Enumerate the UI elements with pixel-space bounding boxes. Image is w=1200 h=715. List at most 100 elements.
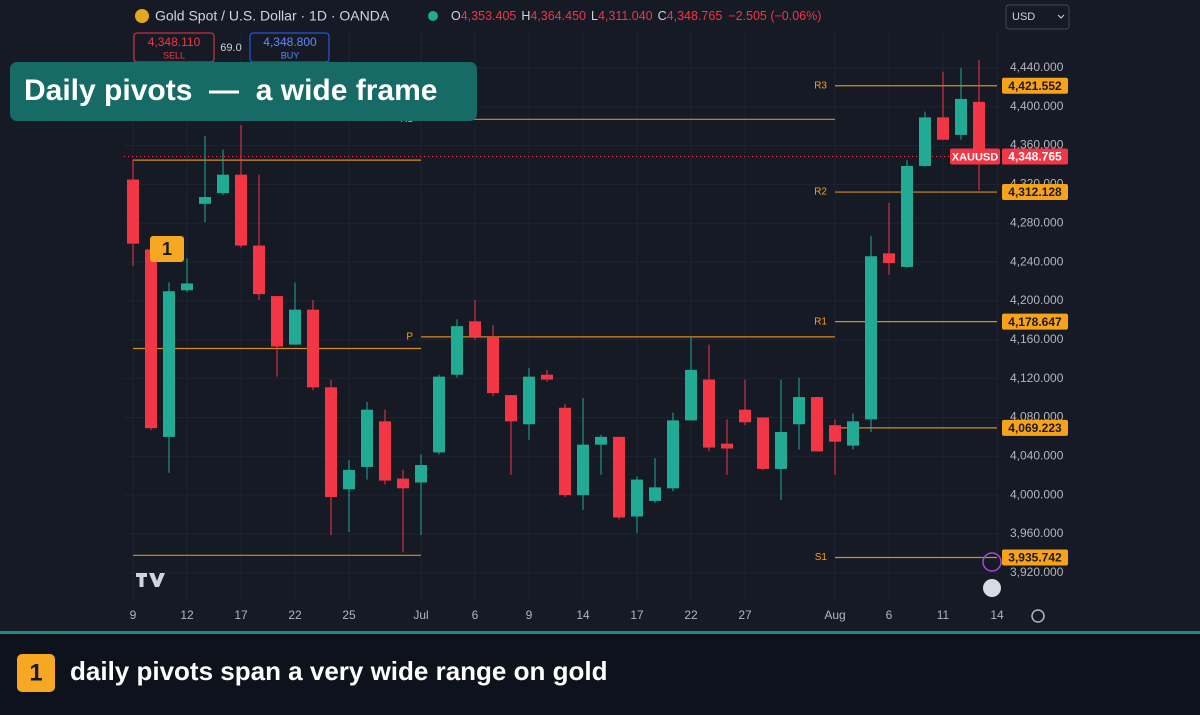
price-tag-label: 4,069.223 xyxy=(1008,421,1062,435)
candle-body xyxy=(505,395,517,422)
y-tick-label: 3,960.000 xyxy=(1010,526,1064,540)
caption-rule xyxy=(0,631,1200,634)
candle-body xyxy=(685,369,697,421)
currency: USD xyxy=(1012,11,1035,23)
candle-body xyxy=(973,101,985,157)
candle-body xyxy=(433,376,445,453)
candle-body xyxy=(127,179,139,244)
candle-body xyxy=(901,165,913,267)
candle-body xyxy=(217,174,229,194)
x-tick-label: 17 xyxy=(234,608,248,622)
alert-icon xyxy=(982,552,1002,572)
x-tick-label: 9 xyxy=(130,608,137,622)
candle-body xyxy=(361,409,373,467)
x-tick-label: 27 xyxy=(738,608,752,622)
candle-body xyxy=(667,420,679,489)
candle-body xyxy=(271,296,283,347)
y-tick-label: 4,400.000 xyxy=(1010,99,1064,113)
x-tick-label: 22 xyxy=(684,608,698,622)
pivot-name: P xyxy=(406,331,413,342)
caption-number: 1 xyxy=(29,659,42,686)
x-tick-label: 25 xyxy=(342,608,356,622)
candle-body xyxy=(451,326,463,375)
x-tick-label: 14 xyxy=(576,608,590,622)
y-tick-label: 4,040.000 xyxy=(1010,448,1064,462)
candle-body xyxy=(739,409,751,423)
candle-body xyxy=(847,421,859,446)
y-tick-label: 4,440.000 xyxy=(1010,60,1064,74)
y-tick-label: 4,000.000 xyxy=(1010,487,1064,501)
sell-label: SELL xyxy=(163,50,185,60)
price-tag-label: 4,421.552 xyxy=(1008,79,1062,93)
candle-body xyxy=(865,256,877,420)
ohlc-label: L xyxy=(591,9,598,23)
candle-body xyxy=(145,249,157,429)
price-tag xyxy=(1002,313,1068,330)
price-tag-label: 3,935.742 xyxy=(1008,551,1062,565)
ohlc-value: 4,311.040 xyxy=(598,9,653,23)
x-tick-label: 14 xyxy=(990,608,1004,622)
candle-body xyxy=(829,425,841,442)
caption-text: daily pivots span a very wide range on g… xyxy=(70,656,607,686)
price-tag xyxy=(1002,148,1068,165)
ohlc-value: 4,348.765 xyxy=(667,9,723,23)
tv-logo-mark xyxy=(136,573,165,587)
pivot-name: R2 xyxy=(814,187,827,198)
ohlc: O4,353.405 H4,364.450 L4,311.040 C4,348.765… xyxy=(451,9,821,23)
candle-body xyxy=(397,478,409,489)
candle-body xyxy=(307,309,319,388)
candle-body xyxy=(415,465,427,483)
settings-icon[interactable] xyxy=(1031,609,1045,623)
candle-body xyxy=(289,309,301,345)
candle-body xyxy=(883,253,895,264)
caption-bar xyxy=(0,632,1200,715)
ohlc-label: O xyxy=(451,9,461,23)
candle-body xyxy=(811,397,823,452)
spread: 69.0 xyxy=(220,42,241,54)
x-tick-label: 6 xyxy=(472,608,479,622)
candle-body xyxy=(379,421,391,481)
market-status xyxy=(428,11,438,21)
currency-select[interactable] xyxy=(1005,4,1070,30)
overlay: 4,421.552 4,312.128 4,178.647 4,069.223 3,93… xyxy=(0,4,1200,715)
y-tick-label: 4,200.000 xyxy=(1010,293,1064,307)
candle-body xyxy=(199,197,211,204)
candle-body xyxy=(541,374,553,380)
banner-text: Daily pivots — a wide frame xyxy=(24,74,437,107)
candle-body xyxy=(775,432,787,469)
x-tick-label: 11 xyxy=(937,608,950,622)
pivot-name: S1 xyxy=(815,552,828,563)
candle-body xyxy=(253,245,265,295)
pivot-name: R3 xyxy=(814,80,827,91)
sell-price: 4,348.110 xyxy=(148,35,201,49)
ohlc-label: H xyxy=(521,9,530,23)
x-tick-label: 17 xyxy=(630,608,644,622)
symbol-title: Gold Spot / U.S. Dollar · 1D · OANDA xyxy=(155,8,390,24)
caption-number-box xyxy=(17,654,55,692)
candle-body xyxy=(181,283,193,291)
y-tick-label: 4,160.000 xyxy=(1010,332,1064,346)
ohlc-value: 4,364.450 xyxy=(530,9,586,23)
candle-body xyxy=(649,487,661,501)
buy-label: BUY xyxy=(281,50,300,60)
callout-box xyxy=(150,236,184,262)
candle-body xyxy=(793,397,805,425)
price-tag-label: 4,178.647 xyxy=(1008,315,1062,329)
x-tick-label: Jul xyxy=(413,608,428,622)
candle-body xyxy=(523,376,535,425)
symbol-tag-label: XAUUSD xyxy=(952,151,999,163)
change: −2.505 (−0.06%) xyxy=(728,9,821,23)
price-tag xyxy=(1002,419,1068,436)
candle-body xyxy=(919,117,931,166)
candle-body xyxy=(235,174,247,246)
candle-body xyxy=(757,417,769,469)
x-tick-label: Aug xyxy=(824,608,845,622)
candle-body xyxy=(703,379,715,448)
candle-body xyxy=(955,98,967,135)
candle-body xyxy=(559,407,571,496)
price-tag xyxy=(1002,77,1068,94)
y-tick-label: 4,360.000 xyxy=(1010,138,1064,152)
candle-body xyxy=(613,436,625,518)
